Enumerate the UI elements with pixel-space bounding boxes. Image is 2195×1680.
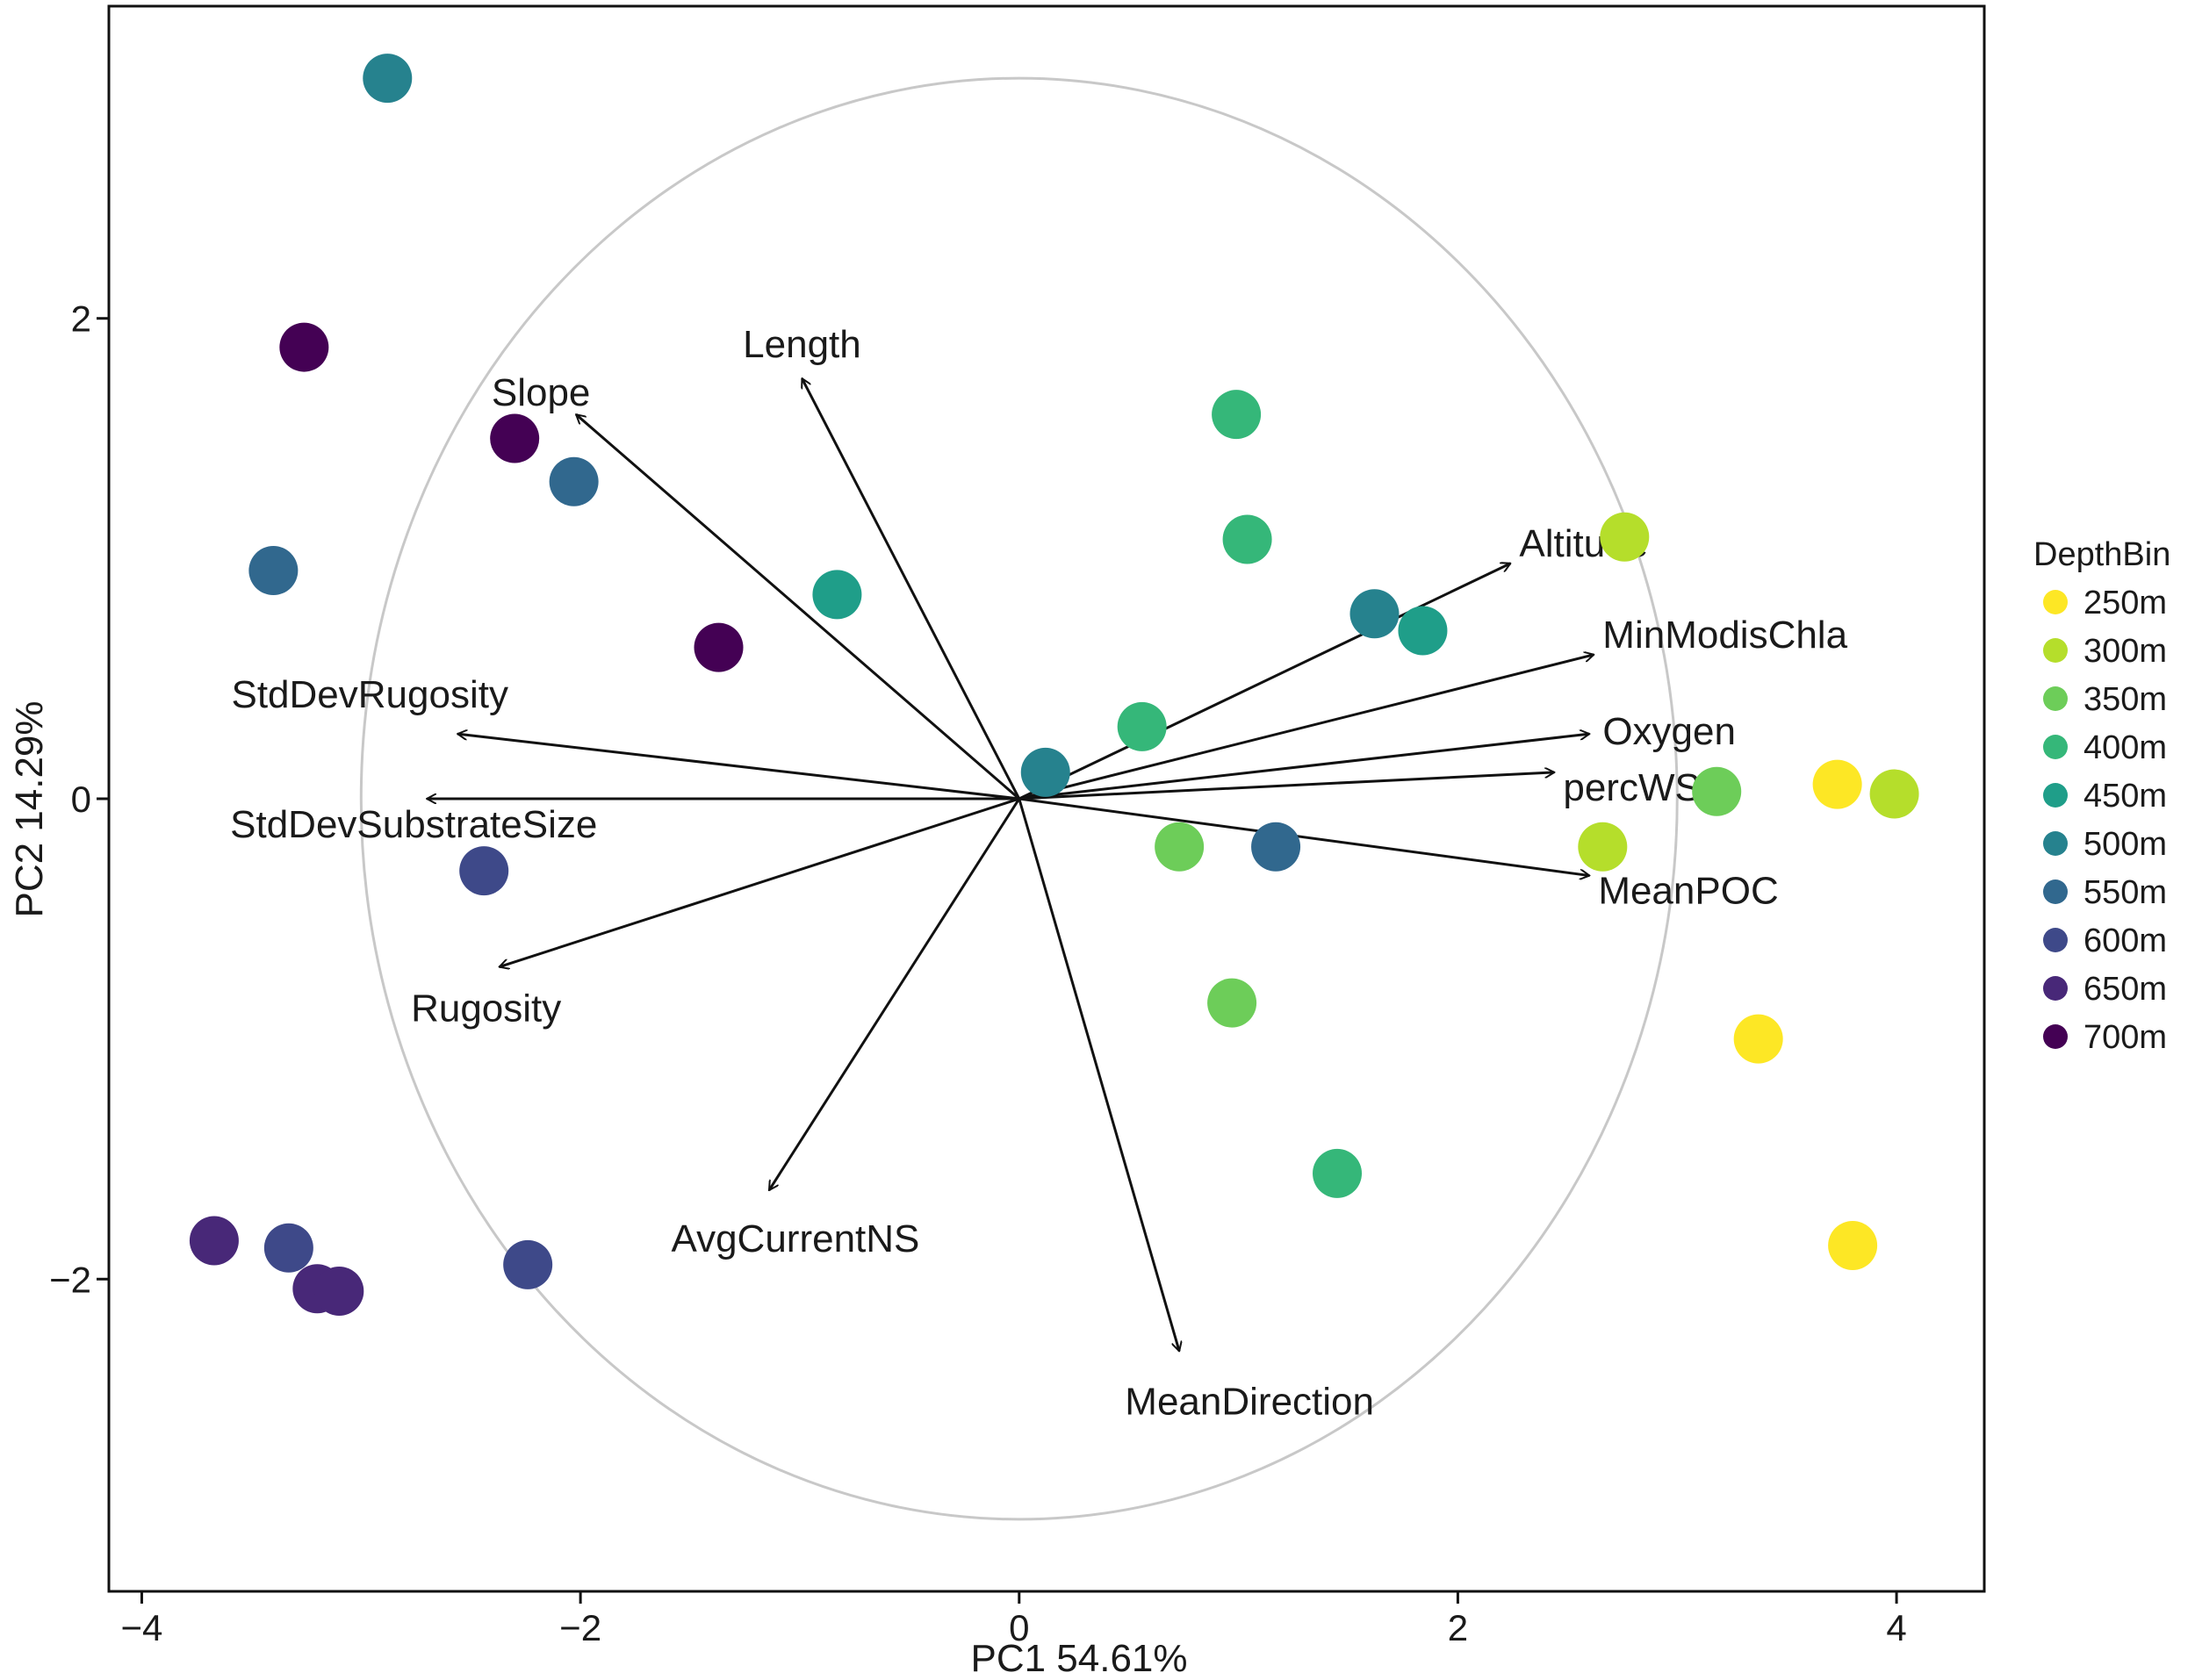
legend-key [2043,590,2068,614]
x-tick-label: −2 [559,1607,601,1648]
scores-layer [189,54,1919,1316]
x-tick-label: 2 [1448,1607,1468,1648]
legend-label: 700m [2083,1019,2167,1056]
loading-arrow-rugosity [500,797,1020,967]
legend-label: 500m [2083,826,2167,863]
score-point [1251,822,1301,872]
loading-label-stddevrugosity: StdDevRugosity [231,673,507,716]
legend-key [2043,879,2068,904]
loading-label-slope: Slope [492,371,591,414]
plot-panel [107,4,1986,1593]
score-point [812,570,862,620]
legend-key [2043,1024,2068,1049]
score-point [189,1216,239,1266]
loading-arrow-slope [576,414,1020,801]
score-point [1398,606,1448,656]
score-point [314,1266,364,1316]
loading-arrow-stddevrugosity [457,734,1019,801]
correlation-circle [359,76,1679,1521]
score-point [1600,512,1650,562]
legend-key [2043,783,2068,808]
legend-key [2043,735,2068,759]
score-point [1349,589,1400,639]
loading-arrow-altitude [1018,564,1511,801]
legend-key [2043,831,2068,856]
score-point [1692,766,1742,816]
loading-arrows-layer: LengthSlopeAltitudeMinModisChlaOxygenper… [230,323,1847,1423]
loading-label-oxygen: Oxygen [1602,710,1736,753]
loading-arrow-percws [1018,772,1555,801]
legend-key [2043,686,2068,711]
legend-label: 450m [2083,778,2167,815]
legend: DepthBin 250m 300m 350m 400m 450m 500m 550m 600… [2033,536,2170,1056]
score-point [549,456,599,506]
score-point [490,413,540,463]
y-tick-label: 0 [71,779,91,820]
loading-label-rugosity: Rugosity [411,987,561,1030]
score-point [503,1239,553,1289]
legend-label: 400m [2083,729,2167,766]
legend-key [2043,928,2068,952]
y-axis-title: PC2 14.29% [8,700,51,917]
legend-key [2043,638,2068,663]
score-point [694,622,744,672]
loading-label-meanpoc: MeanPOC [1598,870,1778,913]
score-point [263,1223,313,1273]
loading-arrow-minmodischla [1018,655,1594,801]
axes-layer: −4 −2 0 2 4 −2 0 2 [49,298,1907,1648]
correlation-circle-layer [359,76,1679,1521]
x-tick-label: 0 [1009,1607,1029,1648]
y-tick-label: 2 [71,298,91,340]
legend-label: 550m [2083,874,2167,911]
score-point [279,322,329,372]
x-axis-title: PC1 54.61% [970,1637,1187,1680]
loading-label-length: Length [743,323,861,366]
legend-label: 600m [2083,923,2167,959]
score-point [1155,822,1205,872]
score-point [1733,1014,1783,1064]
x-tick-label: 4 [1886,1607,1906,1648]
score-point [1212,390,1262,440]
legend-label: 650m [2083,971,2167,1008]
score-point [1313,1148,1363,1198]
loading-arrow-oxygen [1018,734,1590,801]
loading-arrow-meandirection [1018,798,1179,1351]
loading-label-meandirection: MeanDirection [1125,1380,1374,1423]
loading-label-percws: percWS [1563,766,1700,809]
score-point [1020,747,1070,797]
score-point [1828,1220,1878,1270]
score-point [1117,701,1167,751]
y-tick-label: −2 [49,1259,91,1300]
score-point [1578,822,1628,872]
score-point [248,546,299,596]
loading-arrow-meanpoc [1018,797,1590,876]
score-point [1222,514,1272,564]
legend-title: DepthBin [2033,536,2170,573]
score-point [363,54,413,104]
legend-label: 300m [2083,633,2167,670]
loading-label-minmodischla: MinModisChla [1602,614,1847,657]
loading-arrow-avgcurrentns [767,798,1021,1190]
score-point [1812,759,1862,809]
legend-key [2043,976,2068,1001]
x-tick-label: −4 [121,1607,163,1648]
score-point [1869,769,1919,819]
loading-arrow-length [801,378,1021,800]
loading-label-avgcurrentns: AvgCurrentNS [672,1217,920,1260]
score-point [459,846,509,896]
legend-label: 350m [2083,681,2167,718]
legend-label: 250m [2083,585,2167,621]
loading-label-stddevsubstratesize: StdDevSubstrateSize [230,803,597,846]
score-point [1207,978,1257,1028]
